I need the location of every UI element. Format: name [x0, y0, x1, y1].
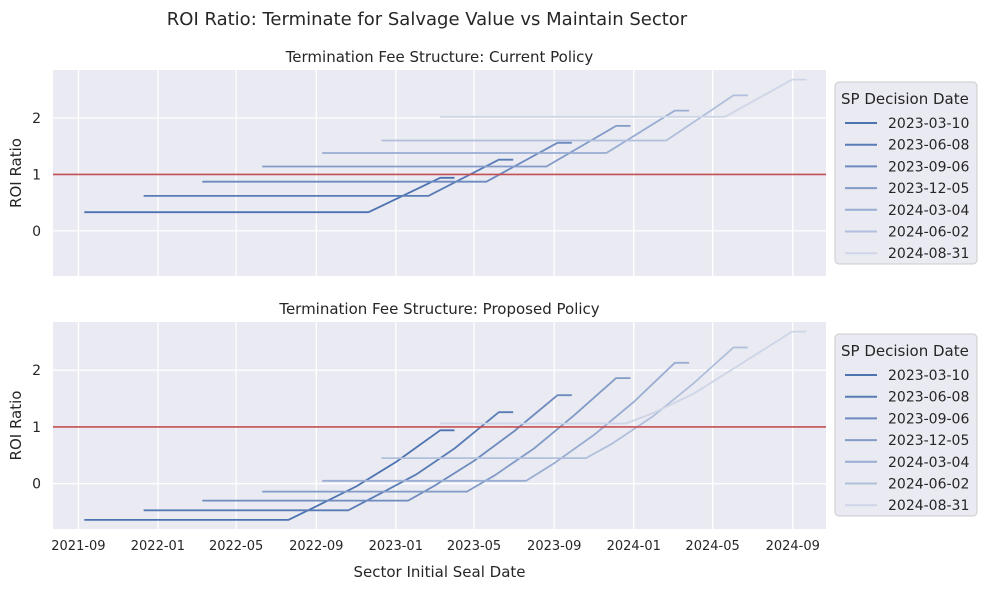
series-line-2024-08-31: [440, 78, 807, 118]
legend-title: SP Decision Date: [841, 342, 969, 360]
series-line-2024-03-04: [322, 361, 690, 482]
y-tick-label: 0: [32, 477, 41, 493]
series-line-2024-03-04: [322, 109, 690, 154]
series-line-2023-03-10: [84, 429, 455, 521]
chart-panel-1: 0 1 2 Termination Fee Structure: Current Po…: [7, 48, 978, 276]
legend-entry: 2024-06-02: [888, 225, 969, 241]
series-line-2024-08-31: [440, 330, 807, 425]
x-tick-label: 2023-01: [369, 539, 423, 554]
legend-box: [834, 81, 978, 265]
legend: SP Decision Date 2023-03-10 2023-06-08 2023…: [834, 81, 978, 265]
chart-panel-2: 0 1 2 2021-09 2022-01 2022-05 2022-09 2023-01 20…: [7, 300, 978, 581]
legend-entry: 2023-12-05: [888, 181, 969, 197]
legend-entry: 2023-03-10: [888, 116, 969, 132]
x-axis-label: Sector Initial Seal Date: [354, 563, 526, 581]
legend: SP Decision Date 2023-03-10 2023-06-08 2023…: [834, 333, 978, 517]
series-line-2024-06-02: [381, 346, 748, 460]
legend-entry: 2023-09-06: [888, 159, 969, 175]
x-tick-label: 2022-05: [209, 539, 263, 554]
plot-area: [53, 322, 826, 529]
series-line-2024-06-02: [381, 94, 748, 142]
legend-entry: 2024-03-04: [888, 203, 969, 219]
legend-entry: 2024-08-31: [888, 246, 969, 262]
x-tick-label: 2024-09: [766, 539, 820, 554]
y-axis-label: ROI Ratio: [7, 391, 25, 461]
series-line-2023-12-05: [262, 377, 631, 493]
series-line-2023-06-08: [143, 158, 514, 197]
panel-title: Termination Fee Structure: Proposed Poli…: [278, 300, 599, 318]
series-line-2023-06-08: [143, 411, 514, 512]
panel-title: Termination Fee Structure: Current Polic…: [285, 48, 594, 66]
series-line-2023-12-05: [262, 125, 631, 168]
x-tick-label: 2024-01: [607, 539, 661, 554]
x-tick-label: 2023-09: [527, 539, 581, 554]
plot-area: [53, 70, 826, 276]
figure-title: ROI Ratio: Terminate for Salvage Value v…: [167, 9, 688, 30]
legend-entry: 2023-09-06: [888, 411, 969, 427]
y-tick-label: 0: [32, 224, 41, 240]
legend-entry: 2023-03-10: [888, 368, 969, 384]
x-tick-label: 2022-09: [289, 539, 343, 554]
legend-entry: 2024-08-31: [888, 498, 969, 514]
series-line-2023-09-06: [202, 141, 572, 183]
y-tick-label: 1: [32, 420, 41, 436]
legend-entry: 2023-06-08: [888, 390, 969, 406]
x-tick-label: 2024-05: [685, 539, 739, 554]
x-tick-label: 2022-01: [131, 539, 185, 554]
legend-box: [834, 333, 978, 517]
legend-entry: 2024-03-04: [888, 455, 969, 471]
y-tick-label: 1: [32, 167, 41, 183]
legend-entry: 2023-06-08: [888, 138, 969, 154]
y-tick-label: 2: [32, 363, 41, 379]
legend-entry: 2023-12-05: [888, 433, 969, 449]
x-tick-label: 2023-05: [447, 539, 501, 554]
y-tick-label: 2: [32, 111, 41, 127]
chart-panels: 0 1 2 Termination Fee Structure: Current Po…: [7, 48, 978, 581]
y-axis-label: ROI Ratio: [7, 138, 25, 208]
x-tick-label: 2021-09: [51, 539, 105, 554]
series-line-2023-09-06: [202, 394, 572, 502]
legend-title: SP Decision Date: [841, 90, 969, 108]
legend-entry: 2024-06-02: [888, 477, 969, 493]
